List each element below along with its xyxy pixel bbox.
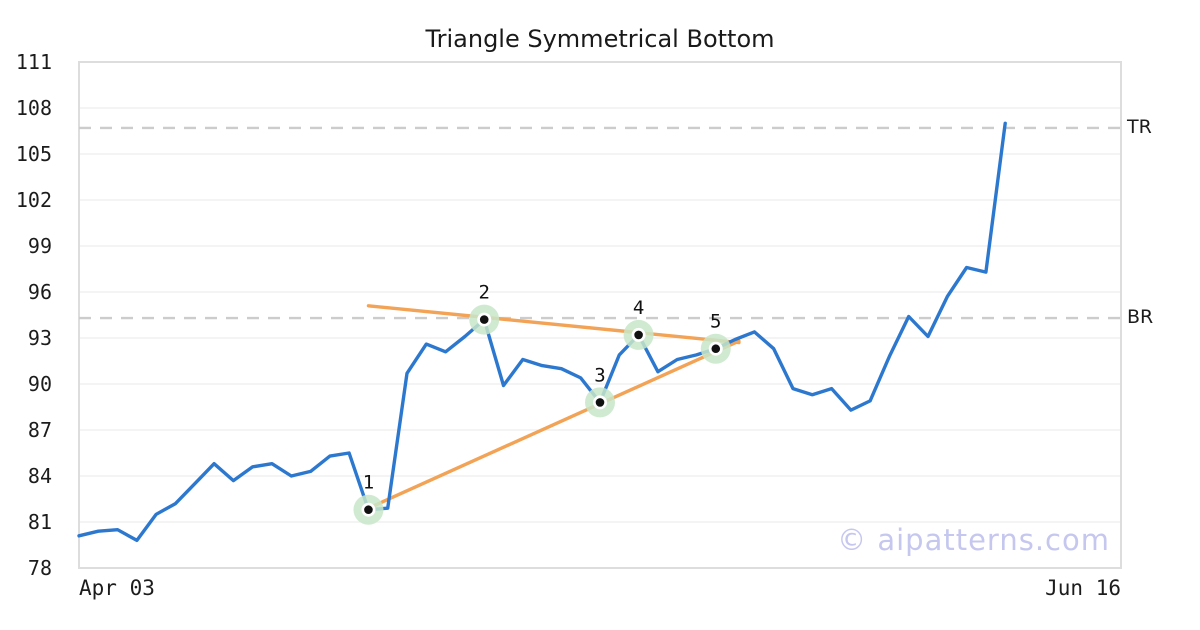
plot-border <box>78 61 1122 569</box>
y-tick-label: 90 <box>27 372 52 396</box>
watermark: © aipatterns.com <box>837 523 1110 557</box>
pattern-point-dot <box>711 344 721 354</box>
y-tick-label: 108 <box>15 96 52 120</box>
y-tick-label: 93 <box>27 326 52 350</box>
y-tick-label: 81 <box>27 510 52 534</box>
y-tick-label: 87 <box>27 418 52 442</box>
x-axis-end-label: Jun 16 <box>1045 576 1121 600</box>
trendline-resistance <box>366 304 741 345</box>
level-label-tr: TR <box>1127 115 1152 138</box>
pattern-point-label: 4 <box>633 297 644 319</box>
y-tick-label: 99 <box>27 234 52 258</box>
pattern-point-label: 3 <box>594 364 605 386</box>
y-tick-label: 111 <box>15 50 52 74</box>
pattern-point-label: 1 <box>363 472 374 494</box>
trendline-support <box>366 339 741 510</box>
x-axis-start-label: Apr 03 <box>79 576 155 600</box>
pattern-point-dot <box>479 315 489 324</box>
y-tick-label: 78 <box>27 556 52 580</box>
price-line <box>77 121 1007 543</box>
level-label-br: BR <box>1127 306 1154 329</box>
y-tick-label: 96 <box>27 280 52 304</box>
y-tick-label: 102 <box>15 188 52 212</box>
y-tick-label: 84 <box>27 464 52 488</box>
pattern-point-dot <box>364 505 373 515</box>
y-tick-label: 105 <box>15 142 52 166</box>
pattern-point-dot <box>634 330 643 340</box>
pattern-point-dot <box>595 398 605 407</box>
pattern-point-label: 5 <box>710 311 721 333</box>
chart-title: Triangle Symmetrical Bottom <box>425 25 775 53</box>
pattern-point-label: 2 <box>478 282 489 304</box>
